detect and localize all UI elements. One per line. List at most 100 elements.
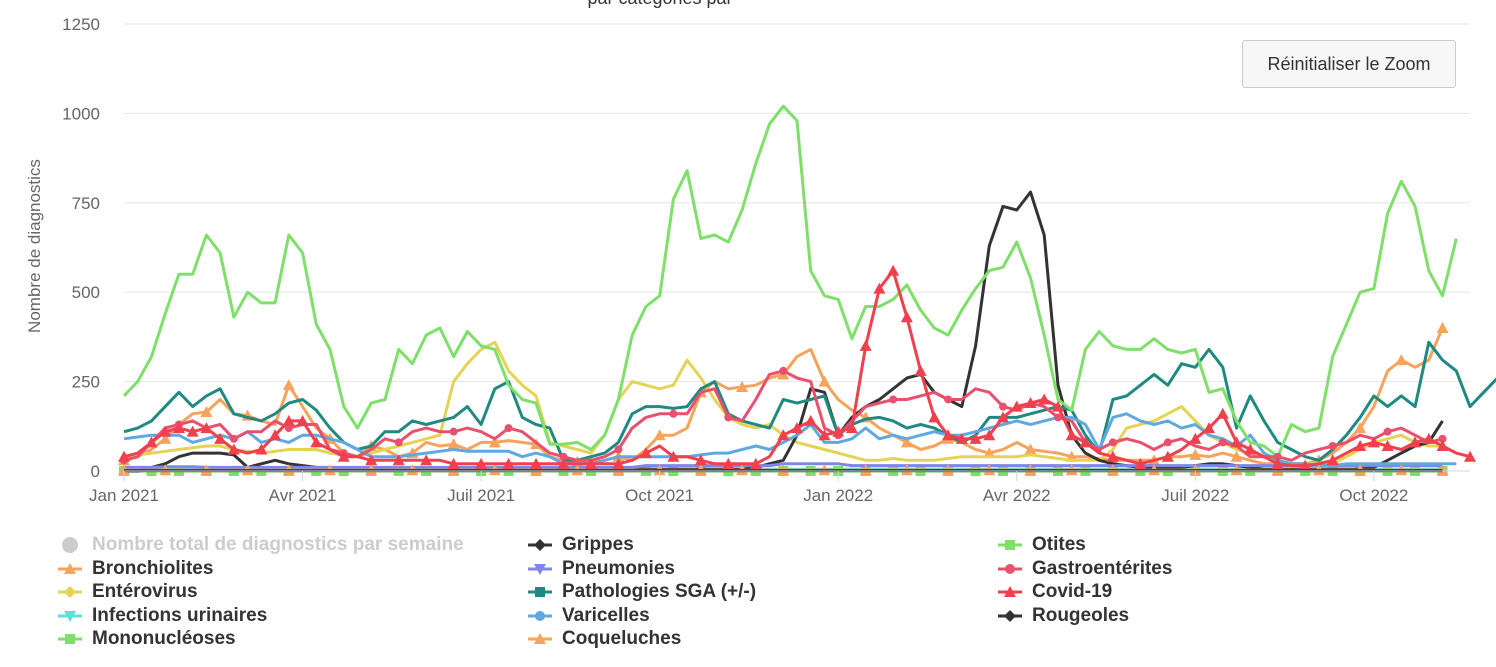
reset-zoom-button[interactable]: Réinitialiser le Zoom [1242, 40, 1456, 88]
series-covid-19[interactable] [118, 264, 1476, 471]
data-point [172, 422, 185, 434]
legend-item[interactable]: Covid-19 [996, 580, 1112, 604]
data-point [394, 438, 403, 447]
data-point [1053, 413, 1062, 422]
legend-symbol [528, 563, 552, 575]
data-point [1438, 434, 1447, 443]
data-point [159, 425, 172, 437]
legend-item[interactable]: Coqueluches [526, 627, 681, 651]
data-point [584, 457, 597, 469]
x-tick-label: Avr 2021 [269, 486, 337, 505]
chart-title-fragment: par catégories par [587, 0, 732, 8]
data-point [900, 311, 913, 323]
data-point [420, 454, 433, 466]
y-tick-label: 1250 [62, 15, 100, 34]
data-point [724, 413, 733, 422]
series-line[interactable] [122, 104, 1458, 459]
data-point [736, 380, 749, 392]
x-tick-label: Oct 2022 [1339, 486, 1408, 505]
data-point [1024, 397, 1037, 409]
legend-item[interactable]: Rougeoles [996, 604, 1129, 628]
data-point [1354, 422, 1367, 434]
legend-label: Infections urinaires [92, 604, 268, 626]
series-otites[interactable] [122, 104, 1458, 459]
legend-symbol [58, 610, 82, 622]
y-tick-label: 250 [72, 373, 100, 392]
data-point [1134, 457, 1147, 469]
legend-item[interactable]: Pneumonies [526, 557, 675, 581]
legend-label: Pneumonies [562, 557, 675, 579]
data-point [845, 422, 858, 434]
legend-label: Grippes [562, 534, 634, 555]
data-point [614, 445, 623, 454]
legend-label: Mononucléoses [92, 628, 236, 649]
legend-symbol [998, 563, 1022, 574]
data-point [282, 414, 295, 426]
legend-symbol [998, 540, 1022, 550]
data-point [255, 443, 268, 455]
legend-symbol [528, 610, 552, 621]
data-point [1381, 439, 1394, 451]
legend-item[interactable]: Entérovirus [56, 580, 198, 604]
x-tick-label: Juil 2022 [1161, 486, 1229, 505]
legend-item[interactable]: Pathologies SGA (+/-) [526, 580, 756, 604]
data-point [118, 450, 130, 462]
legend-label: Bronchiolites [92, 557, 214, 579]
legend-item[interactable]: Bronchiolites [56, 557, 213, 581]
diamond-icon [64, 586, 76, 598]
data-point [779, 366, 788, 375]
square-icon [65, 634, 75, 644]
data-point [928, 411, 941, 423]
legend-label: Entérovirus [92, 581, 198, 602]
legend-label: Varicelles [562, 604, 650, 626]
legend-item[interactable]: Mononucléoses [56, 627, 236, 651]
data-point [1422, 432, 1435, 444]
legend-item[interactable]: Otites [996, 533, 1086, 557]
legend-label: Pathologies SGA (+/-) [562, 581, 757, 602]
data-point [1273, 452, 1282, 461]
data-point [337, 450, 350, 462]
data-point [1395, 354, 1408, 366]
data-point [791, 422, 803, 434]
legend-symbol [528, 633, 552, 644]
data-point [1108, 438, 1117, 447]
legend-symbol [58, 562, 82, 574]
triangle-icon [534, 633, 546, 644]
legend-item[interactable]: Grippes [526, 533, 634, 557]
legend-symbol [62, 537, 78, 553]
data-point [1436, 464, 1449, 476]
data-point [818, 429, 831, 441]
circle-icon [62, 537, 78, 553]
data-point [504, 424, 513, 433]
x-tick-label: Jan 2021 [89, 486, 159, 505]
legend-item[interactable]: Infections urinaires [56, 604, 267, 628]
data-point [449, 427, 458, 436]
legend-item[interactable]: Nombre total de diagnostics par semaine [56, 533, 464, 557]
data-point [1065, 429, 1078, 441]
legend-symbol [58, 586, 82, 598]
data-point [310, 436, 323, 448]
legend-item[interactable]: Gastroentérites [996, 557, 1172, 581]
legend-item[interactable]: Varicelles [526, 604, 650, 628]
data-point [559, 452, 568, 461]
data-point [1409, 436, 1422, 448]
circle-icon [1005, 563, 1015, 574]
x-tick-label: Oct 2021 [625, 486, 694, 505]
data-point [1010, 400, 1023, 412]
data-point [227, 443, 240, 455]
triangle-icon [64, 562, 76, 574]
data-point [942, 429, 955, 441]
data-point [1271, 457, 1284, 469]
data-point [200, 422, 213, 434]
data-point [1189, 448, 1202, 460]
series-line[interactable] [124, 462, 1443, 469]
legend-symbol [528, 539, 552, 551]
legend-symbol [528, 587, 552, 597]
series-pneumonies[interactable] [124, 462, 1443, 469]
x-tick-label: Jan 2022 [803, 486, 873, 505]
data-point [667, 450, 680, 462]
legend-symbol [998, 609, 1022, 622]
data-point [447, 457, 460, 469]
triangle-down-icon [534, 563, 546, 575]
